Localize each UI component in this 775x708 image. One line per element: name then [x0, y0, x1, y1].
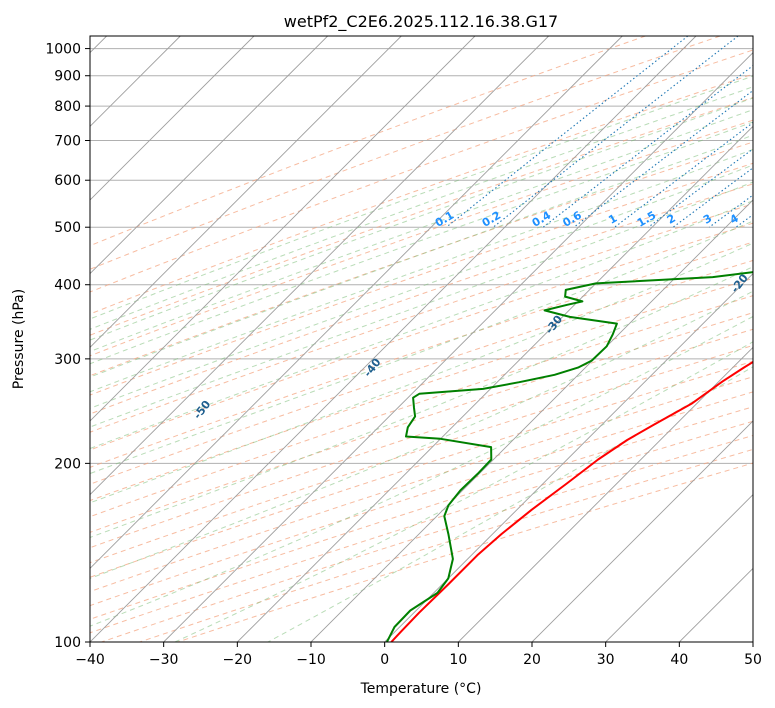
- moist-adiabat-line: [90, 242, 753, 504]
- moist-adiabat-line: [90, 181, 753, 428]
- y-axis-ticks: 100 200 300 400 500 600 700 800 900 1000: [45, 42, 90, 651]
- data-series: [386, 271, 753, 642]
- dry-adiabat-line: [90, 391, 753, 607]
- temperature-profile-line: [390, 360, 753, 642]
- dry-adiabat-line: [90, 295, 753, 518]
- dry-adiabat-line: [90, 241, 753, 468]
- isotherm-line: [90, 36, 623, 569]
- isotherm-line: [90, 36, 697, 642]
- x-tick-label: 0: [380, 652, 389, 668]
- mixing-ratio-line: [542, 64, 753, 228]
- isotherm-line: [90, 36, 549, 496]
- isotherm-line: [237, 125, 753, 642]
- isotherm-line: [90, 36, 255, 201]
- isotherm-line: [384, 273, 753, 642]
- dewpoint-profile-line: [386, 271, 753, 642]
- moist-adiabat-line: [90, 86, 753, 330]
- dry-adiabat-line: [90, 36, 721, 270]
- y-tick-label: 200: [54, 456, 81, 472]
- plot-frame: [89, 35, 754, 643]
- dry-adiabat-line: [90, 344, 753, 564]
- isotherm-line: [90, 36, 402, 348]
- isotherm-line: [605, 494, 753, 642]
- x-tick-label: 20: [523, 652, 541, 668]
- dry-adiabat-line: [90, 73, 753, 315]
- dry-adiabat-line: [90, 203, 753, 433]
- mixing-ratio-line: [573, 89, 753, 228]
- isotherm-line: [531, 420, 753, 642]
- x-tick-label: −10: [296, 652, 326, 668]
- x-tick-label: −40: [75, 652, 105, 668]
- y-tick-label: 300: [54, 352, 81, 368]
- x-axis-ticks: −40 −30 −20 −10 0 10 20 30 40 50: [75, 642, 762, 668]
- x-tick-label: 40: [670, 652, 688, 668]
- y-tick-label: 500: [54, 220, 81, 236]
- isotherm-line: [310, 199, 753, 642]
- y-axis-label: Pressure (hPa): [11, 289, 27, 389]
- moist-adiabat-line: [90, 220, 753, 475]
- y-tick-label: 400: [54, 278, 81, 294]
- x-tick-label: 30: [597, 652, 615, 668]
- plot-area: 0.10.20.40.611.52346810131620253036-100-…: [90, 36, 753, 642]
- isotherm-line: [90, 36, 328, 275]
- dry-adiabat-line: [90, 141, 753, 377]
- y-tick-label: 900: [54, 69, 81, 85]
- x-tick-label: 10: [449, 652, 467, 668]
- y-tick-label: 600: [54, 173, 81, 189]
- moist-adiabat-line: [90, 109, 753, 353]
- isotherm-line: [163, 52, 753, 642]
- y-tick-label: 700: [54, 133, 81, 149]
- isotherm-line: [458, 346, 753, 642]
- isotherm-line: [90, 36, 476, 422]
- y-tick-label: 1000: [45, 42, 81, 58]
- moist-adiabat-line: [90, 315, 753, 627]
- y-tick-label: 100: [54, 635, 81, 651]
- x-tick-label: 50: [744, 652, 762, 668]
- x-tick-label: −20: [223, 652, 253, 668]
- mixing-ratio-line: [492, 36, 739, 228]
- dry-adiabat-line: [90, 49, 753, 293]
- moist-adiabat-line: [90, 164, 753, 409]
- mixing-ratio-lines: [445, 36, 753, 228]
- pressure-gridlines: [90, 48, 753, 642]
- isotherms: [90, 36, 753, 642]
- chart-title: wetPf2_C2E6.2025.112.16.38.G17: [284, 12, 558, 32]
- mixing-ratio-line: [672, 167, 753, 228]
- dry-adiabat-line: [90, 162, 753, 396]
- y-tick-label: 800: [54, 99, 81, 115]
- x-axis-label: Temperature (°C): [360, 681, 482, 697]
- x-tick-label: −30: [149, 652, 179, 668]
